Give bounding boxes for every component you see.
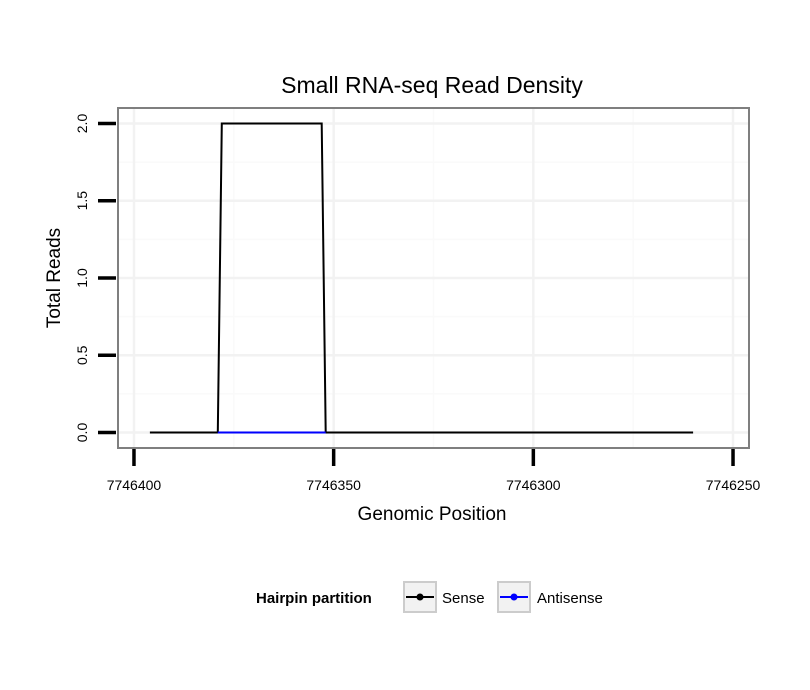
- series-line-sense: [149, 122, 694, 434]
- legend-point-antisense: [510, 593, 518, 601]
- y-tick-label: 1.5: [74, 191, 90, 211]
- legend: Hairpin partition Sense Antisense: [256, 581, 603, 613]
- x-tick-label: 7746300: [506, 477, 561, 493]
- series-layer: [149, 122, 694, 434]
- legend-title: Hairpin partition: [256, 590, 372, 607]
- y-axis: 0.0 0.5 1.0 1.5 2.0: [74, 114, 116, 443]
- legend-point-sense: [416, 593, 424, 601]
- legend-label-antisense: Antisense: [537, 590, 603, 607]
- legend-label-sense: Sense: [442, 590, 485, 607]
- x-tick-label: 7746400: [107, 477, 162, 493]
- y-tick-label: 2.0: [74, 114, 90, 134]
- legend-item-antisense[interactable]: Antisense: [497, 581, 603, 613]
- chart-title: Small RNA-seq Read Density: [281, 72, 583, 98]
- y-tick-label: 0.5: [74, 345, 90, 365]
- x-axis: 7746400 7746350 7746300 7746250: [107, 449, 761, 493]
- y-tick-label: 0.0: [74, 423, 90, 443]
- x-axis-title: Genomic Position: [358, 504, 507, 525]
- y-axis-title: Total Reads: [44, 228, 65, 328]
- x-tick-label: 7746350: [306, 477, 361, 493]
- legend-item-sense[interactable]: Sense: [403, 581, 485, 613]
- x-tick-label: 7746250: [706, 477, 761, 493]
- y-tick-label: 1.0: [74, 268, 90, 288]
- plot-border: [117, 107, 750, 449]
- grid: [118, 108, 749, 448]
